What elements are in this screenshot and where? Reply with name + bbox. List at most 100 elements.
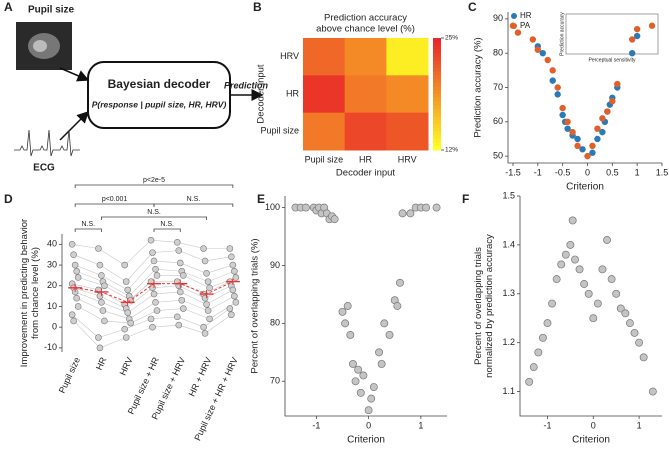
panel-label: B: [253, 0, 262, 14]
point: [609, 98, 616, 105]
x-tick-label: -1: [534, 167, 542, 177]
point: [179, 305, 187, 312]
x-tick-label: 1.5: [656, 167, 669, 177]
point: [554, 84, 561, 91]
legend-label: HR: [520, 11, 532, 20]
panel-label: C: [468, 0, 477, 14]
point: [178, 296, 186, 304]
point: [147, 236, 155, 244]
chart-title: Prediction accuracy: [324, 13, 407, 24]
point: [354, 365, 363, 374]
point: [574, 142, 581, 150]
point: [343, 302, 352, 310]
panel-label: E: [257, 192, 265, 206]
x-axis-label: Criterion: [572, 435, 610, 446]
point: [176, 259, 184, 267]
point: [70, 317, 77, 325]
point: [124, 286, 132, 294]
y-tick-label: 10: [47, 301, 57, 311]
point: [351, 377, 360, 386]
bracket: [153, 228, 181, 232]
point: [330, 215, 339, 224]
point: [549, 67, 556, 74]
point: [73, 267, 80, 275]
arrow: [59, 110, 90, 141]
point: [514, 29, 522, 36]
colorbar-step: [433, 97, 441, 102]
point: [525, 377, 534, 386]
point: [101, 282, 108, 290]
y-tick-label: 90: [493, 13, 503, 23]
point: [175, 247, 183, 254]
chart-title: above chance level (%): [316, 24, 415, 35]
point: [604, 108, 611, 115]
annotation: N.S.: [147, 209, 161, 216]
point: [206, 315, 213, 323]
axes: [284, 196, 447, 417]
panel-a: A Pupil size Bayesian decoder P(response…: [4, 0, 269, 173]
y-tick-label: 80: [493, 48, 503, 58]
point: [554, 91, 561, 98]
point: [369, 383, 378, 392]
y-tick-label: 80: [270, 318, 280, 328]
y-axis-label: normalized by prediction accuracy: [484, 234, 495, 378]
point: [232, 274, 240, 281]
point: [149, 249, 156, 256]
point: [153, 307, 161, 314]
point: [96, 292, 104, 300]
point: [147, 315, 155, 323]
x-tick-label: -1: [312, 420, 320, 430]
y-axis-label: Decoder input: [256, 64, 267, 124]
colorbar-step: [433, 146, 441, 151]
point: [564, 125, 571, 132]
point: [228, 311, 235, 319]
x-tick-label: -0.5: [555, 167, 571, 177]
point: [589, 142, 596, 150]
colorbar-step: [433, 52, 441, 58]
x-tick-label: -1.5: [505, 167, 521, 177]
colorbar-step: [433, 64, 441, 69]
point: [96, 344, 104, 352]
point: [375, 348, 384, 357]
x-tick-label: -1: [543, 420, 551, 430]
point: [176, 288, 184, 296]
point: [539, 49, 546, 57]
colorbar-step: [433, 101, 441, 106]
heat-cell: [344, 38, 387, 76]
colorbar-step: [433, 120, 441, 125]
y-tick-label: 40: [47, 239, 57, 249]
point: [648, 387, 657, 396]
colorbar-step: [433, 131, 441, 136]
point: [367, 394, 376, 403]
colorbar-step: [433, 49, 441, 54]
point: [173, 313, 181, 321]
legend-label: PA: [520, 21, 531, 30]
point: [96, 261, 104, 269]
point: [204, 278, 212, 285]
arrow: [59, 67, 90, 82]
point: [74, 303, 82, 310]
point: [179, 272, 187, 279]
point: [630, 328, 639, 337]
point: [639, 353, 648, 362]
colorbar-step: [433, 56, 441, 61]
point: [529, 36, 537, 43]
point: [380, 319, 389, 328]
point: [122, 278, 130, 285]
point: [231, 292, 238, 300]
point: [633, 32, 641, 40]
point: [534, 46, 542, 53]
y-tick-label: -10: [44, 342, 57, 352]
point: [574, 135, 581, 143]
point: [534, 348, 543, 357]
point: [73, 294, 80, 302]
x-axis-label: Criterion: [566, 182, 604, 193]
pupil-label: Pupil size: [28, 5, 75, 16]
point: [356, 388, 365, 397]
y-tick-label: Pupil size: [260, 126, 299, 136]
colorbar-step: [433, 82, 441, 88]
heat-cell: [386, 112, 429, 151]
point: [396, 278, 404, 287]
x-tick-label: HRV: [118, 356, 135, 377]
